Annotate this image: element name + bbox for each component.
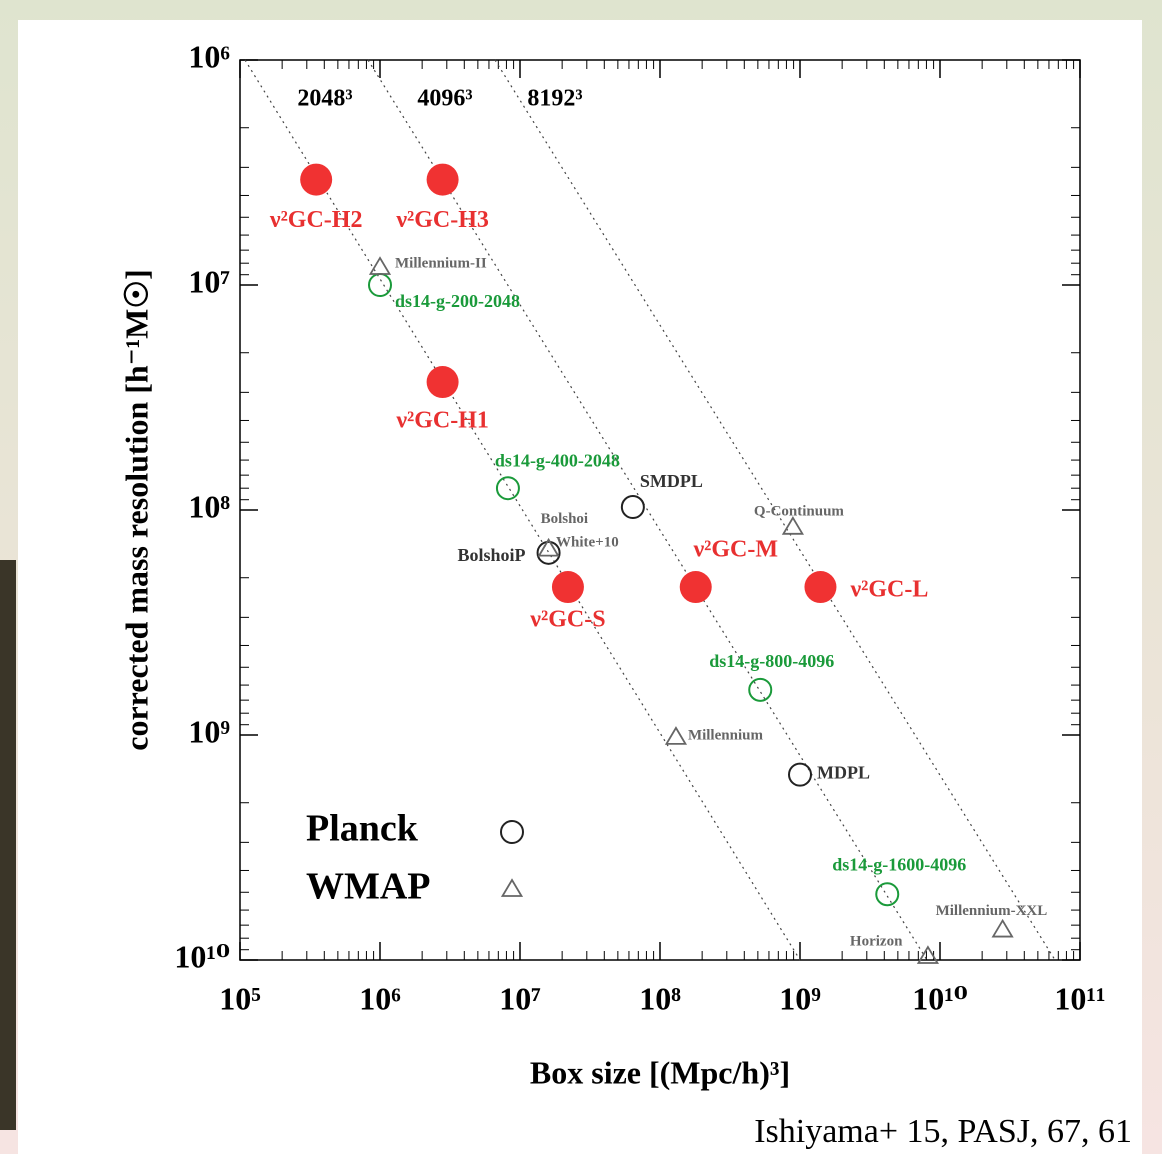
data-label: Horizon: [850, 933, 903, 949]
x-tick-label: 10⁵: [219, 980, 261, 1016]
data-label: MDPL: [817, 763, 870, 783]
data-label: ν²GC-S: [529, 607, 605, 633]
point: [427, 366, 459, 398]
x-axis-title: Box size [(Mpc/h)³]: [530, 1054, 790, 1090]
x-tick-label: 10⁶: [359, 980, 401, 1016]
page: Box size [(Mpc/h)³] corrected mass resol…: [0, 0, 1162, 1154]
data-label: ds14-g-1600-4096: [832, 854, 966, 874]
data-label: Millennium: [688, 727, 764, 743]
data-label: ds14-g-800-4096: [709, 651, 834, 671]
point: [300, 164, 332, 196]
legend-label: WMAP: [306, 866, 431, 908]
x-tick-label: 10¹¹: [1054, 980, 1105, 1016]
data-label: ν²GC-L: [849, 577, 928, 603]
data-label: ν²GC-H3: [395, 207, 489, 233]
data-label: BolshoiP: [458, 545, 526, 565]
x-tick-label: 10⁷: [499, 980, 541, 1016]
data-label: ν²GC-H2: [269, 207, 363, 233]
data-label: ds14-g-200-2048: [395, 291, 520, 311]
guide-label: 8192³: [527, 86, 582, 112]
point: [552, 571, 584, 603]
x-tick-label: 10⁸: [639, 980, 681, 1016]
y-tick-label: 10⁸: [188, 488, 230, 524]
y-tick-label: 10⁶: [188, 38, 230, 74]
annotation: White+10: [556, 534, 619, 550]
data-label: Bolshoi: [541, 511, 589, 527]
point: [680, 571, 712, 603]
data-label: Q-Continuum: [754, 503, 845, 519]
data-label: ν²GC-H1: [395, 408, 489, 434]
y-axis-title: corrected mass resolution [h⁻¹M☉]: [118, 269, 154, 750]
photo-strip: [0, 560, 16, 1130]
data-label: Millennium-XXL: [936, 903, 1048, 919]
data-label: ds14-g-400-2048: [495, 450, 620, 470]
y-tick-label: 10¹⁰: [174, 938, 230, 974]
point: [427, 164, 459, 196]
y-tick-label: 10⁹: [188, 713, 230, 749]
citation: Ishiyama+ 15, PASJ, 67, 61: [754, 1113, 1132, 1150]
guide-label: 4096³: [417, 86, 472, 112]
y-tick-label: 10⁷: [188, 263, 230, 299]
point: [804, 571, 836, 603]
x-tick-label: 10¹⁰: [912, 980, 968, 1016]
guide-label: 2048³: [297, 86, 352, 112]
data-label: SMDPL: [640, 471, 703, 491]
x-tick-label: 10⁹: [779, 980, 821, 1016]
data-label: Millennium-II: [395, 255, 487, 271]
chart: Box size [(Mpc/h)³] corrected mass resol…: [0, 0, 1162, 1154]
legend-label: Planck: [306, 808, 419, 850]
data-label: ν²GC-M: [692, 537, 778, 563]
